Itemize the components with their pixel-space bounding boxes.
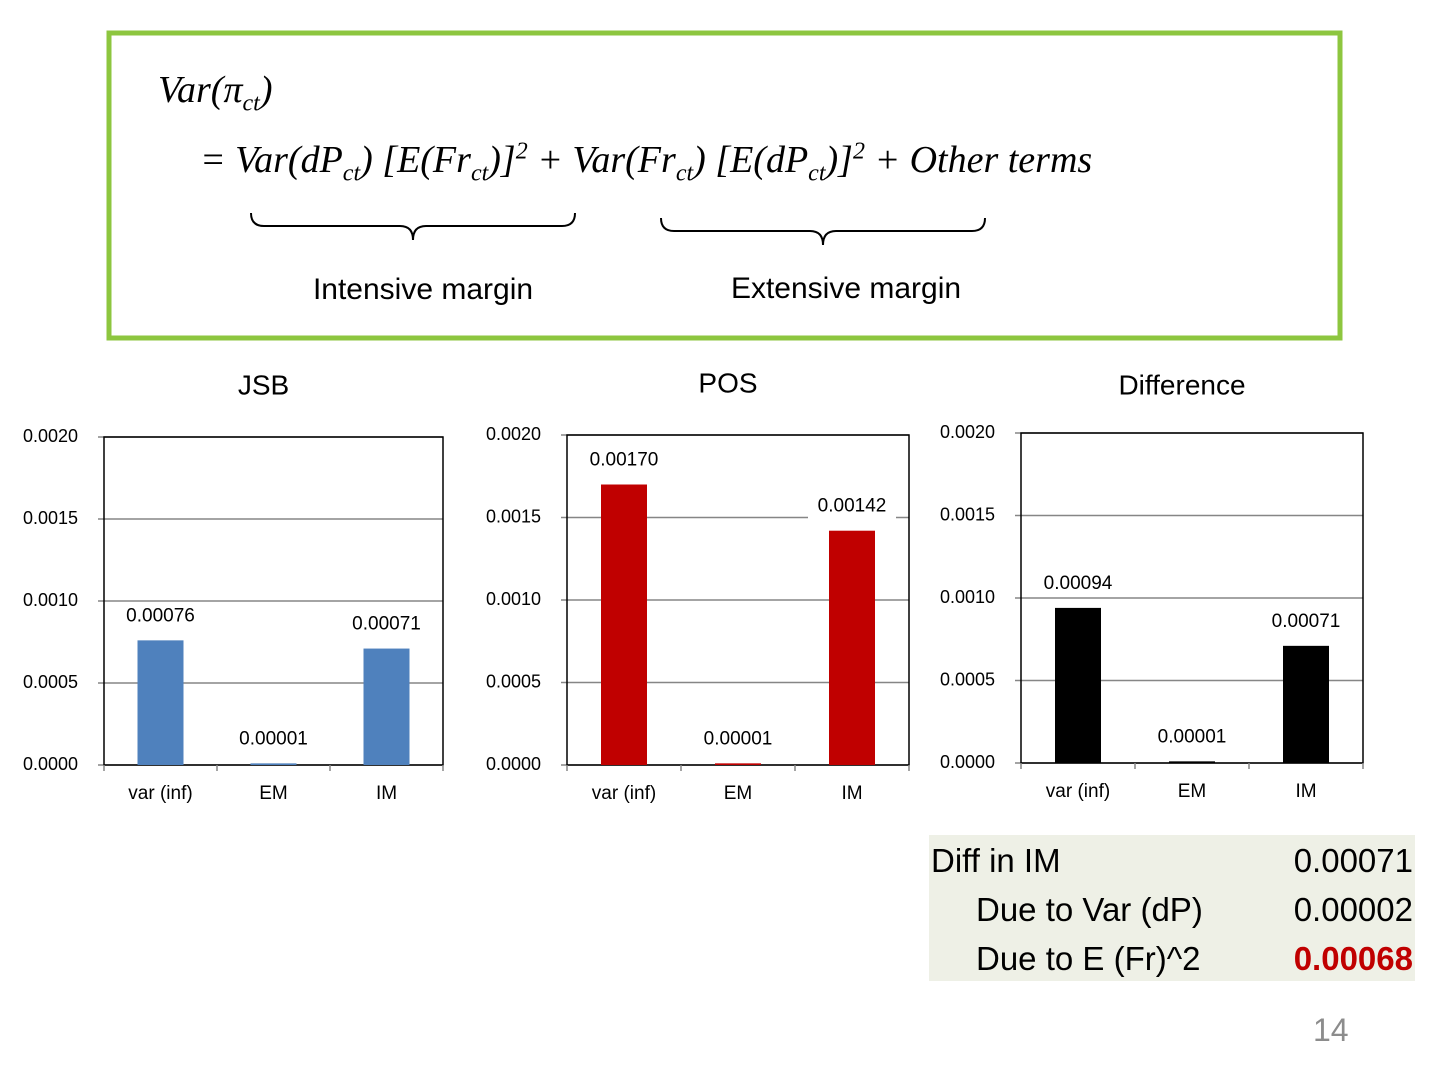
y-tick-label: 0.0020 [940, 422, 995, 442]
y-tick-label: 0.0010 [23, 590, 78, 610]
value-label-bg [694, 726, 782, 753]
brace [660, 217, 986, 246]
summary-table: Diff in IM 0.00071 Due to Var (dP) 0.00002… [929, 835, 1415, 981]
value-label-bg [116, 603, 205, 630]
x-tick-label: var (inf) [1046, 781, 1110, 802]
value-label: 0.00071 [1272, 611, 1341, 632]
y-tick-label: 0.0005 [23, 672, 78, 692]
formula-text: = Var(dP [200, 139, 343, 181]
table-row: Due to E (Fr)^2 0.00068 [929, 934, 1415, 983]
x-tick-label: EM [1178, 781, 1207, 802]
value-label-bg [1148, 724, 1236, 751]
bar [715, 763, 761, 765]
value-label-bg [342, 611, 431, 638]
bar [250, 763, 297, 765]
y-tick-label: 0.0020 [23, 426, 78, 446]
value-label: 0.00001 [704, 728, 773, 749]
row-label: Diff in IM [931, 842, 1061, 879]
x-tick-label: IM [1295, 781, 1316, 802]
row-value: 0.00002 [1293, 891, 1413, 928]
y-tick-label: 0.0010 [486, 589, 541, 609]
bar [1055, 607, 1101, 763]
y-tick-label: 0.0000 [486, 754, 541, 774]
y-tick-label: 0.0020 [486, 424, 541, 444]
bar [829, 530, 875, 765]
table-row: Due to Var (dP) 0.00002 [929, 885, 1415, 934]
formula-subscript: ct [808, 160, 826, 187]
formula-text: )] [825, 139, 853, 181]
formula-subscript: ct [342, 160, 361, 187]
value-label-bg [808, 493, 896, 520]
formula-text: Var(π [158, 69, 243, 111]
formula-text: ) [259, 69, 273, 111]
y-tick-label: 0.0000 [940, 752, 995, 772]
y-tick-label: 0.0005 [486, 671, 541, 691]
x-tick-label: IM [841, 783, 862, 804]
brace [250, 212, 576, 241]
y-tick-label: 0.0000 [23, 754, 78, 774]
value-label-bg [580, 447, 668, 474]
formula-subscript: ct [675, 160, 694, 187]
x-tick-label: var (inf) [592, 783, 656, 804]
value-label-bg [1262, 608, 1350, 635]
y-tick-label: 0.0005 [940, 669, 995, 689]
table-row: Diff in IM 0.00071 [929, 836, 1415, 885]
formula-superscript: 2 [515, 138, 528, 165]
formula-text: + Other terms [864, 139, 1093, 181]
formula-text: ) [E(Fr [360, 139, 471, 181]
value-label-bg [229, 726, 318, 753]
value-label: 0.00001 [1158, 726, 1227, 747]
formula-subscript: ct [470, 160, 489, 187]
formula-text: ) [E(dP [693, 139, 809, 181]
row-value: 0.00071 [1293, 842, 1413, 879]
formula-text: )] [488, 139, 516, 181]
x-tick-label: EM [259, 783, 288, 804]
y-tick-label: 0.0015 [940, 504, 995, 524]
formula-subscript: ct [242, 90, 260, 117]
y-tick-label: 0.0015 [23, 508, 78, 528]
value-label: 0.00170 [590, 450, 659, 471]
formula-line: = Var(dPct) [E(Frct)]2 + Var(Frct) [E(dP… [200, 138, 1092, 188]
value-label: 0.00071 [352, 614, 421, 635]
value-label: 0.00142 [818, 496, 887, 517]
chart-title: JSB [238, 369, 289, 400]
formula-line: Var(πct) [158, 68, 272, 118]
y-tick-label: 0.0010 [940, 587, 995, 607]
chart-title: Difference [1118, 369, 1245, 400]
formula-text: + Var(Fr [527, 139, 676, 181]
bar [137, 640, 184, 765]
formula-box [106, 30, 1343, 341]
value-label-bg [1034, 570, 1122, 597]
row-label: Due to E (Fr)^2 [976, 940, 1201, 977]
row-label: Due to Var (dP) [976, 891, 1203, 928]
row-value: 0.00068 [1293, 940, 1413, 977]
bar [601, 484, 647, 765]
value-label: 0.00076 [126, 605, 195, 626]
x-tick-label: EM [724, 783, 753, 804]
margin-label: Extensive margin [730, 272, 962, 305]
formula-superscript: 2 [852, 138, 865, 165]
value-label: 0.00001 [239, 728, 308, 749]
x-tick-label: var (inf) [128, 783, 192, 804]
y-tick-label: 0.0015 [486, 506, 541, 526]
x-tick-label: IM [376, 783, 397, 804]
value-label: 0.00094 [1044, 573, 1113, 594]
bar [1169, 761, 1215, 763]
page-number: 14 [1313, 1012, 1349, 1048]
bar [363, 648, 410, 765]
margin-label: Intensive margin [312, 273, 534, 306]
chart-title: POS [698, 367, 757, 398]
bar [1283, 645, 1329, 763]
